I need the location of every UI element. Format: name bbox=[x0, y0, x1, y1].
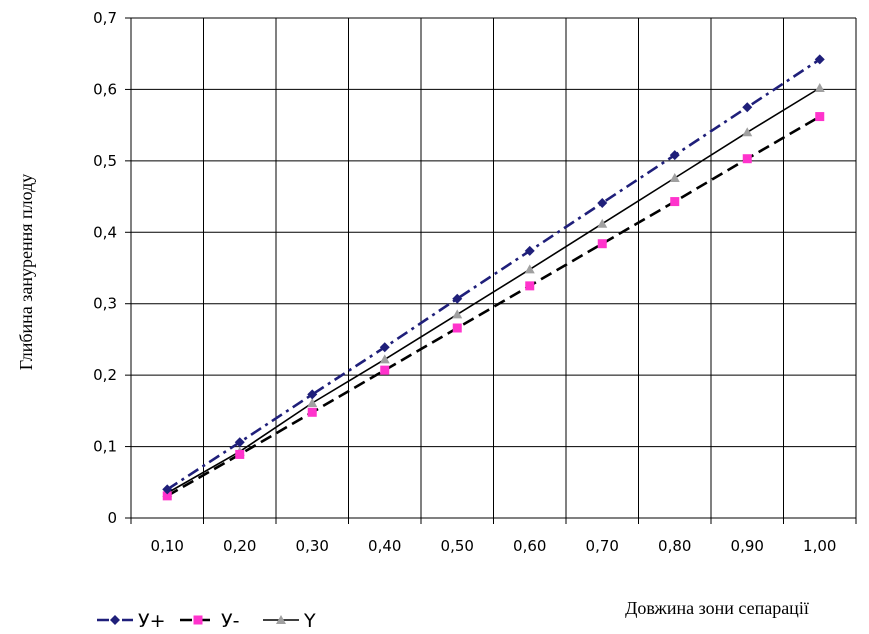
series-2-point bbox=[235, 449, 245, 459]
x-tick-label: 0,10 bbox=[151, 537, 184, 555]
x-tick-label: 0,80 bbox=[658, 537, 691, 555]
series-1-point bbox=[597, 198, 608, 208]
y-tick-label: 0,1 bbox=[93, 438, 117, 456]
y-tick-label: 0,2 bbox=[93, 366, 117, 384]
chart-grid bbox=[130, 17, 857, 519]
series-2-point bbox=[307, 407, 317, 417]
series-3-point bbox=[669, 173, 680, 182]
series-2-point bbox=[162, 491, 172, 501]
y-tick-label: 0,3 bbox=[93, 295, 117, 313]
series-2-point bbox=[380, 365, 390, 375]
legend-label-1: У+ bbox=[138, 610, 166, 632]
series-2-point bbox=[742, 154, 752, 164]
series-2-point bbox=[597, 239, 607, 249]
series-2-point bbox=[452, 323, 462, 333]
y-tick-label: 0,6 bbox=[93, 80, 117, 98]
y-axis-label: Глибина занурення плоду bbox=[16, 174, 36, 371]
plot-area bbox=[125, 17, 857, 524]
series-lines bbox=[166, 58, 821, 497]
x-tick-label: 0,60 bbox=[513, 537, 546, 555]
legend-marker-1 bbox=[110, 615, 120, 625]
x-tick-label: 0,70 bbox=[586, 537, 619, 555]
y-tick-label: 0,7 bbox=[93, 9, 117, 27]
legend: У+ У- Y bbox=[97, 610, 316, 632]
y-tick-label: 0,5 bbox=[93, 152, 117, 170]
series-1-point bbox=[379, 342, 390, 353]
series-3-point bbox=[307, 398, 318, 407]
series-3-point bbox=[814, 83, 825, 92]
series-1-point bbox=[162, 484, 173, 495]
series-1-point bbox=[742, 102, 753, 113]
series-3-point bbox=[452, 309, 463, 319]
legend-label-2: У- bbox=[221, 610, 239, 632]
series-2-point bbox=[815, 112, 825, 122]
legend-marker-2 bbox=[193, 615, 203, 625]
series-3-point bbox=[597, 218, 608, 228]
series-1-point bbox=[814, 54, 825, 65]
x-tick-label: 0,90 bbox=[731, 537, 764, 555]
series-1-point bbox=[669, 150, 680, 161]
x-tick-label: 0,20 bbox=[223, 537, 256, 555]
y-tick-label: 0,4 bbox=[93, 223, 117, 241]
series-1-point bbox=[307, 389, 318, 400]
legend-marker-3 bbox=[276, 615, 286, 624]
x-tick-label: 0,30 bbox=[296, 537, 329, 555]
series-markers bbox=[162, 54, 825, 501]
series-1-point bbox=[234, 437, 245, 448]
series-2-point bbox=[525, 281, 535, 291]
x-tick-label: 0,50 bbox=[441, 537, 474, 555]
series-3-point bbox=[742, 127, 753, 137]
y-axis-ticks: 0 0,1 0,2 0,3 0,4 0,5 0,6 0,7 bbox=[93, 9, 117, 527]
series-1-point bbox=[524, 245, 535, 256]
x-axis-ticks: 0,10 0,20 0,30 0,40 0,50 0,60 0,70 0,80 0,90 1,00 bbox=[151, 537, 837, 555]
legend-label-3: Y bbox=[303, 610, 316, 632]
series-3-point bbox=[379, 354, 390, 364]
series-2-point bbox=[670, 197, 680, 207]
series-1-point bbox=[452, 293, 463, 304]
y-tick-label: 0 bbox=[107, 509, 117, 527]
x-axis-label: Довжина зони сепарації bbox=[625, 598, 809, 618]
series-line-3 bbox=[166, 87, 821, 494]
x-tick-label: 1,00 bbox=[803, 537, 836, 555]
x-tick-label: 0,40 bbox=[368, 537, 401, 555]
series-line-1 bbox=[166, 58, 821, 491]
series-3-point bbox=[524, 264, 535, 274]
